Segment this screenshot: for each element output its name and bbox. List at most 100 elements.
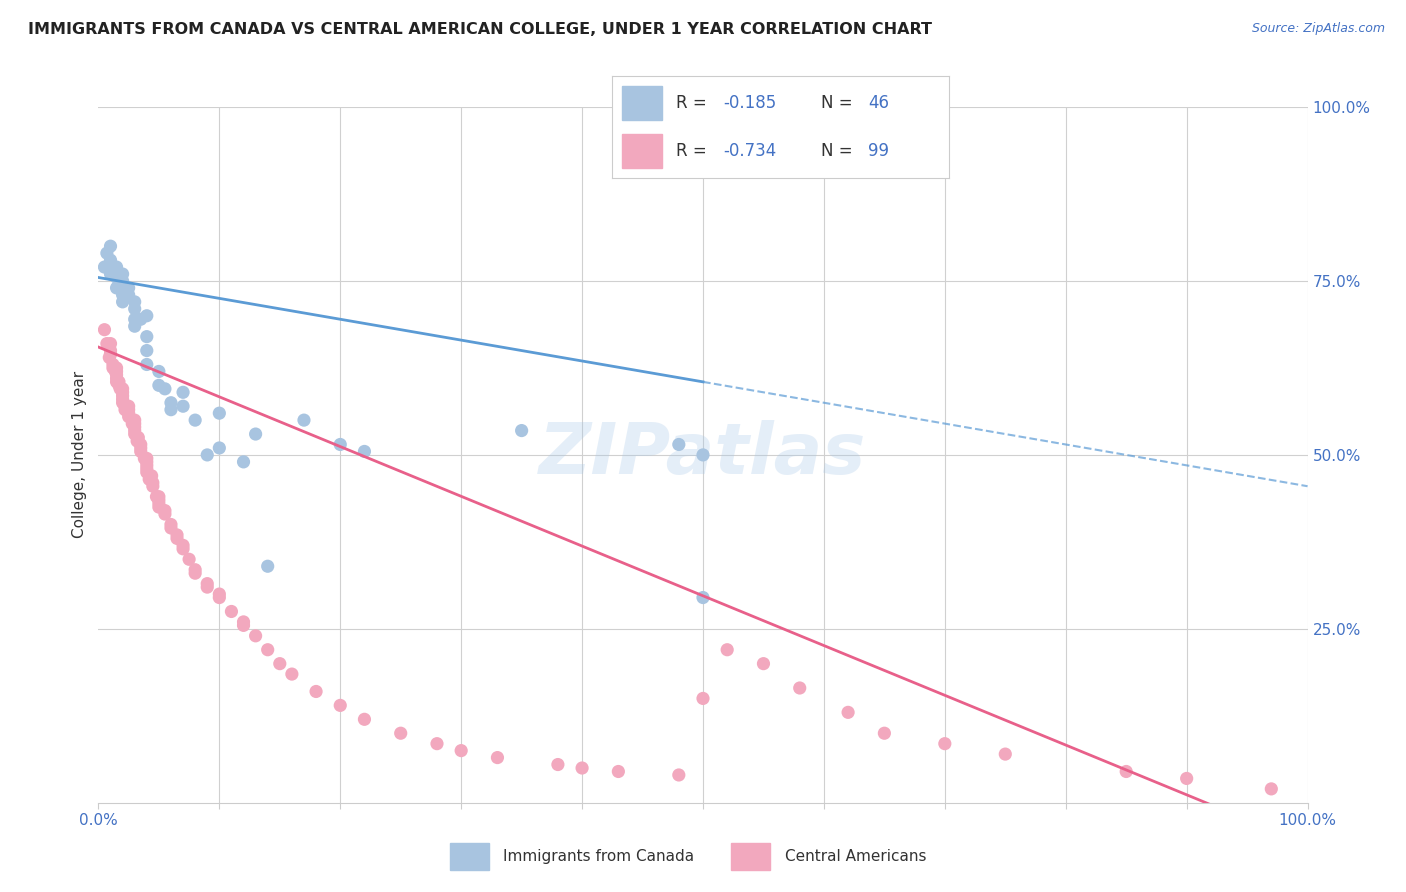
Point — [607, 764, 630, 779]
Point — [208, 587, 231, 601]
Text: -0.734: -0.734 — [723, 142, 776, 161]
Point — [124, 424, 146, 438]
Point — [108, 375, 131, 389]
Point — [100, 239, 122, 253]
Point — [148, 378, 170, 392]
Point — [166, 528, 188, 542]
Point — [124, 427, 146, 442]
Point — [148, 364, 170, 378]
Point — [232, 618, 254, 632]
Point — [135, 309, 157, 323]
Point — [179, 552, 201, 566]
Point — [100, 253, 122, 268]
Point — [135, 451, 157, 466]
Text: ZIPatlas: ZIPatlas — [540, 420, 866, 490]
Point — [571, 761, 593, 775]
Point — [111, 274, 134, 288]
Text: R =: R = — [676, 142, 706, 161]
Point — [101, 360, 124, 375]
Point — [195, 580, 218, 594]
Point — [111, 396, 134, 410]
Point — [118, 288, 141, 302]
Point — [668, 437, 690, 451]
Point — [426, 737, 449, 751]
Point — [105, 364, 128, 378]
FancyBboxPatch shape — [621, 87, 662, 120]
Point — [160, 396, 183, 410]
Point — [98, 351, 121, 365]
Point — [208, 406, 231, 420]
Point — [837, 706, 859, 720]
Point — [142, 475, 165, 490]
Point — [105, 360, 128, 375]
Point — [221, 605, 243, 619]
Point — [184, 413, 207, 427]
Point — [450, 744, 472, 758]
Point — [353, 444, 375, 458]
Text: Central Americans: Central Americans — [785, 849, 927, 863]
Point — [124, 319, 146, 334]
Point — [135, 329, 157, 343]
Point — [118, 281, 141, 295]
Point — [232, 455, 254, 469]
Point — [1260, 781, 1282, 796]
Point — [148, 490, 170, 504]
Point — [172, 541, 194, 556]
Point — [135, 466, 157, 480]
Text: 99: 99 — [868, 142, 889, 161]
Point — [105, 260, 128, 274]
Point — [124, 417, 146, 431]
Point — [329, 698, 352, 713]
Point — [100, 347, 122, 361]
Point — [111, 382, 134, 396]
Point — [184, 566, 207, 581]
Point — [96, 246, 118, 260]
Point — [105, 281, 128, 295]
Point — [160, 517, 183, 532]
Point — [93, 260, 115, 274]
Point — [111, 385, 134, 400]
Point — [510, 424, 533, 438]
Point — [138, 472, 160, 486]
Point — [93, 323, 115, 337]
Point — [118, 409, 141, 424]
Point — [114, 399, 136, 413]
Point — [108, 382, 131, 396]
Point — [353, 712, 375, 726]
Point — [118, 402, 141, 417]
Point — [329, 437, 352, 451]
Point — [269, 657, 291, 671]
Y-axis label: College, Under 1 year: College, Under 1 year — [72, 371, 87, 539]
Point — [145, 490, 167, 504]
Point — [195, 448, 218, 462]
Point — [100, 347, 122, 361]
Point — [101, 358, 124, 372]
Point — [160, 402, 183, 417]
Point — [129, 437, 152, 451]
Point — [934, 737, 956, 751]
Point — [389, 726, 412, 740]
Point — [208, 591, 231, 605]
Point — [124, 413, 146, 427]
Text: IMMIGRANTS FROM CANADA VS CENTRAL AMERICAN COLLEGE, UNDER 1 YEAR CORRELATION CHA: IMMIGRANTS FROM CANADA VS CENTRAL AMERIC… — [28, 22, 932, 37]
Point — [208, 441, 231, 455]
Point — [195, 576, 218, 591]
Point — [124, 301, 146, 316]
Point — [108, 378, 131, 392]
FancyBboxPatch shape — [731, 843, 770, 870]
Point — [111, 294, 134, 309]
Point — [153, 503, 176, 517]
Point — [148, 493, 170, 508]
Text: 46: 46 — [868, 94, 889, 112]
Point — [256, 559, 278, 574]
Point — [135, 455, 157, 469]
Point — [232, 615, 254, 629]
Point — [118, 406, 141, 420]
Point — [292, 413, 315, 427]
Point — [692, 591, 714, 605]
Point — [100, 267, 122, 281]
Point — [129, 441, 152, 455]
Point — [111, 267, 134, 281]
Point — [148, 500, 170, 514]
Point — [160, 521, 183, 535]
